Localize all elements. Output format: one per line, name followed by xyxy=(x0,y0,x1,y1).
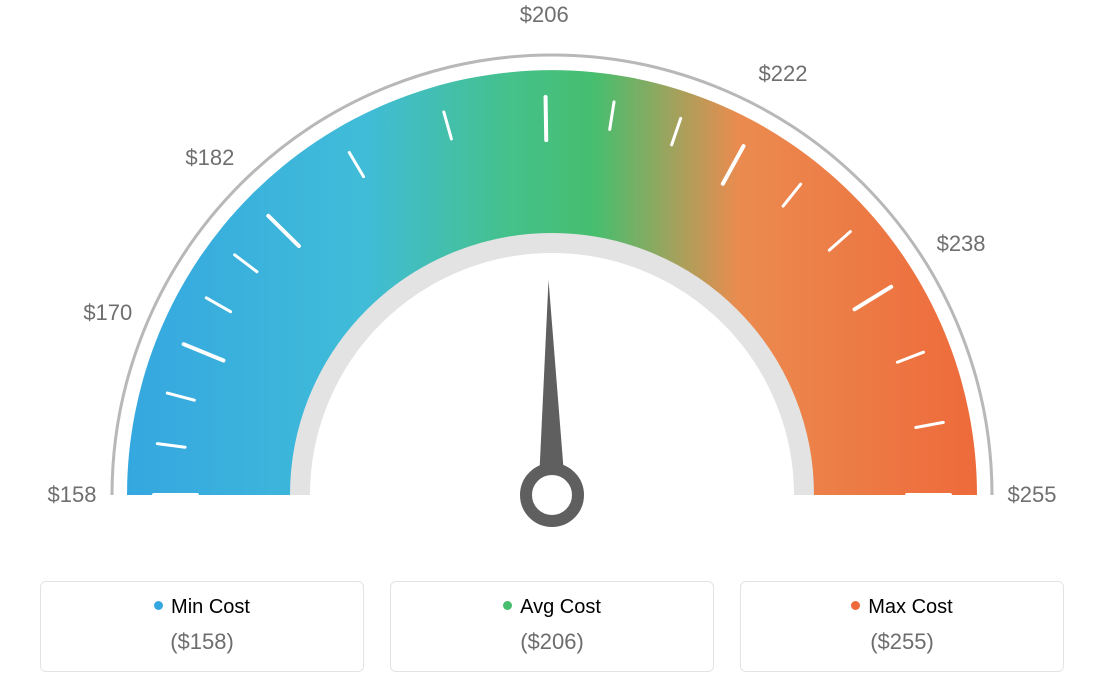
legend-avg-title: Avg Cost xyxy=(520,596,601,618)
dot-max xyxy=(851,601,860,610)
legend-row: Min Cost ($158) Avg Cost ($206) Max Cost… xyxy=(40,581,1064,672)
legend-max-title: Max Cost xyxy=(868,596,952,618)
cost-gauge: $158 $170 $182 $206 $222 $238 $255 xyxy=(0,0,1104,560)
legend-max-value: ($255) xyxy=(751,629,1053,655)
dot-min xyxy=(154,601,163,610)
legend-max: Max Cost ($255) xyxy=(740,581,1064,672)
gauge-tick-label: $170 xyxy=(83,300,132,326)
legend-avg: Avg Cost ($206) xyxy=(390,581,714,672)
gauge-tick-label: $182 xyxy=(185,145,234,171)
gauge-tick-label: $158 xyxy=(48,482,97,508)
legend-min: Min Cost ($158) xyxy=(40,581,364,672)
legend-min-value: ($158) xyxy=(51,629,353,655)
legend-min-title: Min Cost xyxy=(171,596,250,618)
gauge-tick-label: $238 xyxy=(937,231,986,257)
gauge-tick-label: $255 xyxy=(1008,482,1057,508)
legend-avg-value: ($206) xyxy=(401,629,703,655)
gauge-tick-label: $206 xyxy=(520,2,569,28)
gauge-tick-label: $222 xyxy=(758,61,807,87)
dot-avg xyxy=(503,601,512,610)
